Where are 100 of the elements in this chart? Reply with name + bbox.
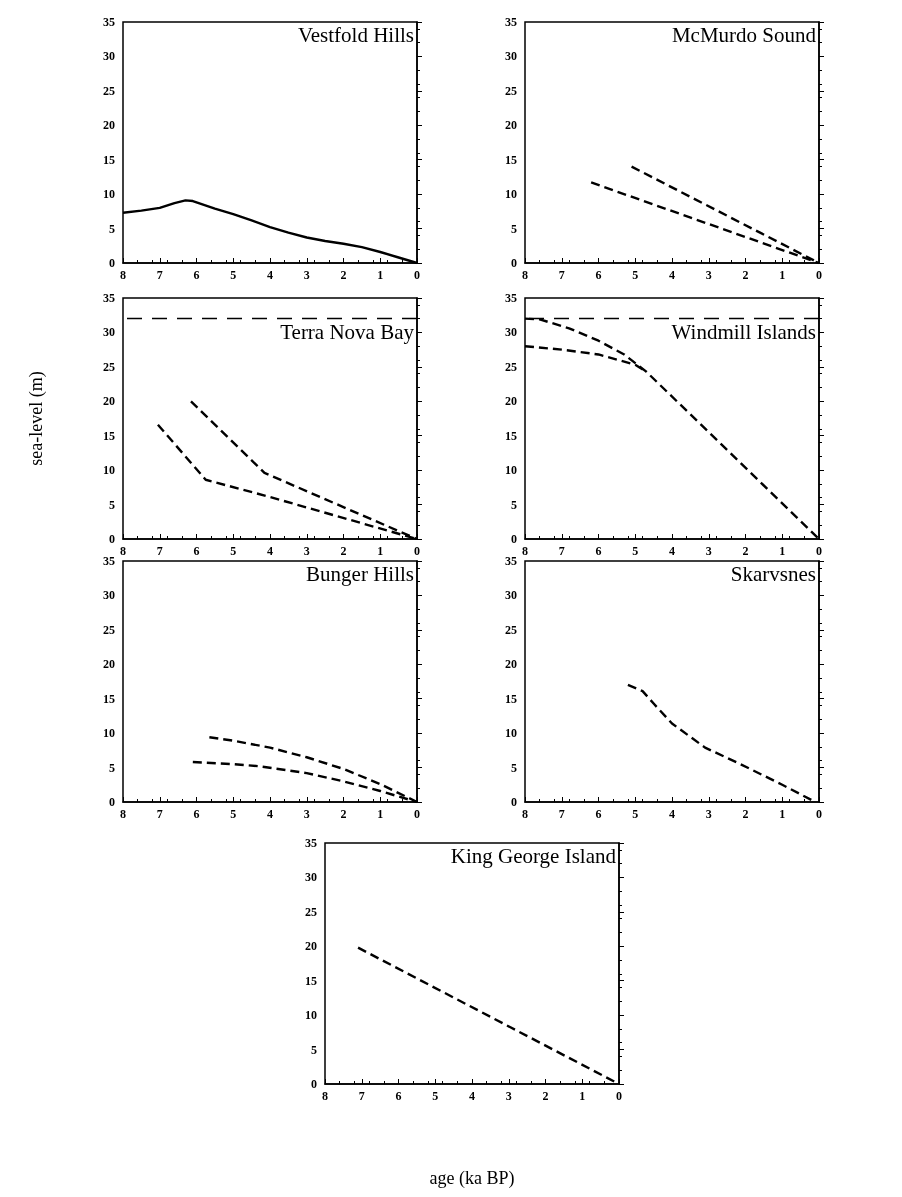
y-tick-label: 5 [511, 221, 517, 236]
x-tick-label: 4 [669, 268, 675, 282]
x-tick-label: 3 [303, 807, 310, 821]
x-tick-label: 5 [432, 1089, 439, 1103]
x-tick-label: 7 [156, 807, 163, 821]
y-tick-label: 15 [103, 691, 115, 706]
x-tick-label: 7 [156, 268, 163, 282]
y-tick-label: 10 [103, 726, 115, 741]
y-tick-label: 10 [505, 463, 517, 478]
x-tick-label: 4 [669, 544, 675, 558]
y-tick-label: 0 [511, 256, 517, 270]
x-tick-label: 5 [632, 268, 639, 282]
y-tick-label: 0 [511, 795, 517, 809]
y-tick-label: 5 [109, 497, 115, 512]
y-tick-label: 15 [505, 691, 517, 706]
y-tick-label: 10 [103, 463, 115, 478]
y-tick-label: 35 [505, 554, 517, 568]
y-tick-label: 30 [103, 588, 115, 603]
y-tick-label: 35 [505, 291, 517, 305]
x-tick-label: 0 [816, 268, 822, 282]
x-tick-label: 8 [120, 268, 126, 282]
x-tick-label: 3 [705, 268, 712, 282]
y-tick-label: 10 [103, 187, 115, 202]
x-tick-label: 7 [358, 1089, 365, 1103]
x-tick-label: 4 [267, 807, 273, 821]
y-tick-label: 35 [305, 836, 317, 850]
chart-title: Bunger Hills [306, 561, 415, 586]
y-tick-label: 0 [109, 795, 115, 809]
x-tick-label: 0 [414, 544, 420, 558]
x-tick-label: 3 [303, 268, 310, 282]
y-tick-label: 0 [511, 532, 517, 546]
text: Terra Nova Bay [280, 319, 415, 344]
x-tick-label: 1 [779, 544, 786, 558]
y-tick-label: 30 [305, 870, 317, 885]
x-tick-label: 7 [558, 544, 565, 558]
y-tick-label: 5 [109, 760, 115, 775]
x-tick-label: 2 [742, 807, 749, 821]
y-tick-label: 20 [103, 394, 115, 409]
y-tick-label: 10 [505, 187, 517, 202]
chart-title: Vestfold Hills [297, 22, 415, 47]
x-tick-label: 0 [616, 1089, 622, 1103]
x-tick-label: 1 [779, 807, 786, 821]
y-tick-label: 0 [311, 1077, 317, 1091]
y-tick-label: 25 [103, 622, 115, 637]
x-tick-label: 8 [120, 544, 126, 558]
x-axis-title: age (ka BP) [429, 1168, 515, 1189]
y-tick-label: 25 [505, 622, 517, 637]
x-tick-label: 5 [632, 544, 639, 558]
x-tick-label: 6 [193, 807, 200, 821]
y-tick-label: 15 [505, 152, 517, 167]
y-tick-label: 35 [103, 15, 115, 29]
x-tick-label: 2 [340, 268, 347, 282]
y-tick-label: 15 [103, 152, 115, 167]
y-tick-label: 5 [311, 1042, 317, 1057]
x-tick-label: 6 [193, 268, 200, 282]
y-tick-label: 20 [505, 657, 517, 672]
x-tick-label: 2 [742, 544, 749, 558]
x-tick-label: 4 [469, 1089, 475, 1103]
x-tick-label: 7 [156, 544, 163, 558]
y-tick-label: 15 [505, 428, 517, 443]
x-tick-label: 1 [377, 268, 384, 282]
x-tick-label: 8 [522, 544, 528, 558]
y-tick-label: 10 [305, 1008, 317, 1023]
x-tick-label: 2 [340, 807, 347, 821]
x-tick-label: 2 [742, 268, 749, 282]
x-tick-label: 8 [120, 807, 126, 821]
x-tick-label: 3 [303, 544, 310, 558]
chart-title: King George Island [450, 843, 617, 868]
y-tick-label: 25 [103, 83, 115, 98]
y-tick-label: 30 [505, 325, 517, 340]
x-tick-label: 8 [522, 807, 528, 821]
y-axis-title: sea-level (m) [26, 371, 47, 466]
x-tick-label: 0 [414, 807, 420, 821]
x-tick-label: 3 [705, 544, 712, 558]
x-tick-label: 4 [267, 544, 273, 558]
x-tick-label: 6 [395, 1089, 402, 1103]
y-tick-label: 35 [103, 554, 115, 568]
y-tick-label: 20 [103, 657, 115, 672]
y-tick-label: 30 [505, 49, 517, 64]
y-tick-label: 25 [103, 359, 115, 374]
y-tick-label: 5 [511, 497, 517, 512]
x-tick-label: 5 [632, 807, 639, 821]
x-tick-label: 5 [230, 268, 237, 282]
x-tick-label: 6 [595, 268, 602, 282]
y-tick-label: 20 [505, 394, 517, 409]
x-tick-label: 2 [542, 1089, 549, 1103]
y-tick-label: 20 [305, 939, 317, 954]
y-tick-label: 30 [505, 588, 517, 603]
y-tick-label: 20 [103, 118, 115, 133]
y-tick-label: 0 [109, 532, 115, 546]
x-tick-label: 5 [230, 544, 237, 558]
y-tick-label: 25 [505, 83, 517, 98]
x-tick-label: 6 [595, 544, 602, 558]
x-tick-label: 1 [377, 544, 384, 558]
y-tick-label: 30 [103, 325, 115, 340]
x-tick-label: 3 [705, 807, 712, 821]
y-tick-label: 5 [511, 760, 517, 775]
text: Windmill Islands [671, 319, 817, 344]
x-tick-label: 1 [579, 1089, 586, 1103]
y-tick-label: 35 [103, 291, 115, 305]
